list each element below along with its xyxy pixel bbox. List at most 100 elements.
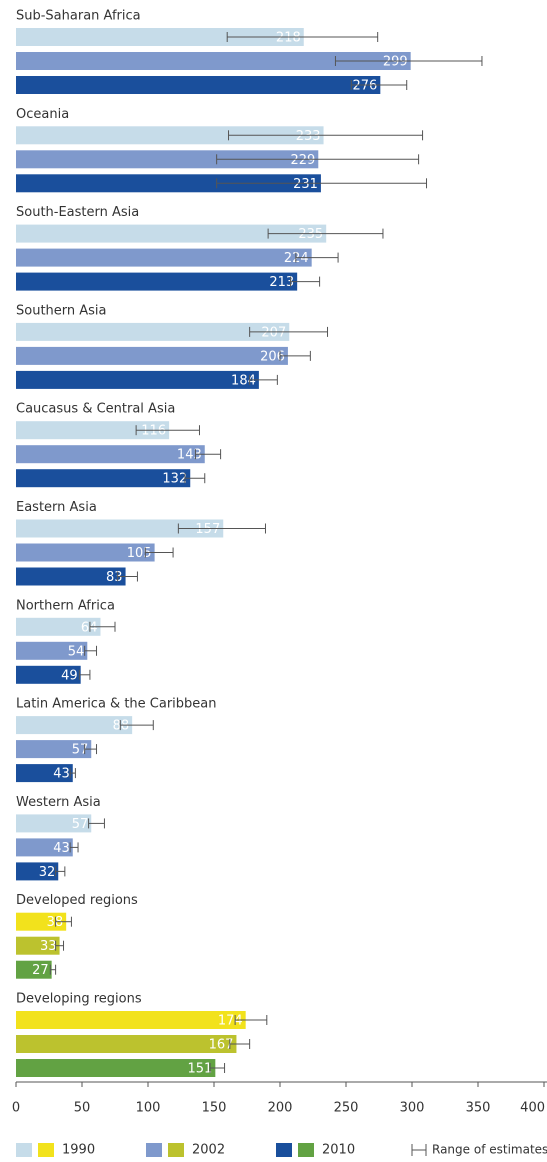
legend-swatch <box>146 1143 162 1157</box>
x-tick-label: 150 <box>202 1101 227 1116</box>
bar <box>16 1059 216 1077</box>
error-bar <box>55 940 65 951</box>
bar <box>16 421 170 440</box>
bar <box>16 445 205 464</box>
bar <box>16 28 304 46</box>
category-label: Oceania <box>16 107 69 122</box>
error-bar <box>279 350 311 361</box>
value-label: 57 <box>72 743 89 758</box>
value-label: 49 <box>61 668 78 683</box>
x-tick-label: 300 <box>400 1101 425 1116</box>
category-label: Latin America & the Caribbean <box>16 697 217 712</box>
error-bar <box>55 916 72 927</box>
error-bar <box>229 1039 251 1049</box>
legend-swatch <box>38 1143 54 1157</box>
bar <box>16 641 88 660</box>
category-label: Southern Asia <box>16 303 107 318</box>
value-label: 206 <box>260 349 285 364</box>
category-label: Western Asia <box>16 795 101 810</box>
error-bar <box>69 768 76 779</box>
error-bar <box>249 326 329 337</box>
bar <box>16 174 321 193</box>
x-tick-label: 350 <box>466 1101 491 1116</box>
category-label: Sub-Saharan Africa <box>16 9 141 24</box>
error-bar <box>135 425 200 436</box>
value-label: 167 <box>209 1038 234 1053</box>
bar <box>16 543 155 562</box>
value-label: 229 <box>290 153 315 168</box>
value-label: 233 <box>296 129 321 144</box>
bar <box>16 912 67 931</box>
error-bar <box>184 473 206 484</box>
error-bar <box>216 178 428 189</box>
bar <box>16 936 60 955</box>
error-bar <box>234 1015 268 1025</box>
bar <box>16 838 73 857</box>
bar <box>16 960 52 979</box>
category-label: South-Eastern Asia <box>16 205 139 220</box>
error-bar <box>144 547 174 558</box>
value-label: 32 <box>39 865 56 880</box>
bar <box>16 814 92 833</box>
category-label: Eastern Asia <box>16 500 97 515</box>
value-label: 38 <box>47 915 64 930</box>
legend-swatch <box>168 1143 184 1157</box>
error-bar <box>88 818 105 829</box>
error-bar <box>84 744 98 755</box>
legend-swatch <box>298 1143 314 1157</box>
legend-label: 1990 <box>62 1143 95 1158</box>
bar <box>16 1035 237 1053</box>
bar <box>16 1011 246 1029</box>
bar <box>16 272 298 291</box>
value-label: 218 <box>276 31 301 46</box>
value-label: 299 <box>383 55 408 70</box>
legend-label: Range of estimates <box>432 1143 547 1157</box>
legend-label: 2002 <box>192 1143 225 1158</box>
bar <box>16 862 59 881</box>
value-label: 207 <box>261 325 286 340</box>
error-bar <box>119 720 154 731</box>
x-tick-label: 0 <box>12 1101 20 1116</box>
error-bar <box>267 228 384 239</box>
x-tick-label: 100 <box>136 1101 161 1116</box>
value-label: 213 <box>269 275 294 290</box>
error-bar <box>350 80 408 90</box>
value-label: 231 <box>293 177 318 192</box>
category-label: Developing regions <box>16 992 142 1007</box>
error-bar <box>117 571 138 582</box>
bar <box>16 469 191 488</box>
category-label: Caucasus & Central Asia <box>16 402 175 417</box>
value-label: 143 <box>177 448 202 463</box>
bar <box>16 346 288 365</box>
value-label: 43 <box>53 767 70 782</box>
error-bar <box>216 154 420 165</box>
error-bar <box>84 645 98 656</box>
legend-swatch <box>16 1143 32 1157</box>
x-tick-label: 250 <box>334 1101 359 1116</box>
value-label: 174 <box>218 1014 243 1029</box>
bar <box>16 740 92 759</box>
error-bar <box>78 669 91 680</box>
bar <box>16 567 126 586</box>
error-bar <box>55 866 66 877</box>
x-tick-label: 200 <box>268 1101 293 1116</box>
error-bar <box>69 842 79 853</box>
bar <box>16 665 81 684</box>
value-label: 157 <box>195 522 220 537</box>
bar <box>16 322 290 341</box>
bar <box>16 224 327 243</box>
bar <box>16 370 259 389</box>
value-label: 276 <box>352 79 377 94</box>
error-bar <box>249 374 278 385</box>
error-bar <box>334 56 483 66</box>
value-label: 27 <box>32 963 49 978</box>
value-label: 184 <box>231 373 256 388</box>
bar <box>16 764 73 783</box>
bar <box>16 126 324 145</box>
error-bar <box>209 1063 226 1073</box>
bar <box>16 617 101 636</box>
bar <box>16 716 133 735</box>
error-bar <box>177 523 266 534</box>
bar <box>16 519 224 538</box>
value-label: 83 <box>106 570 123 585</box>
